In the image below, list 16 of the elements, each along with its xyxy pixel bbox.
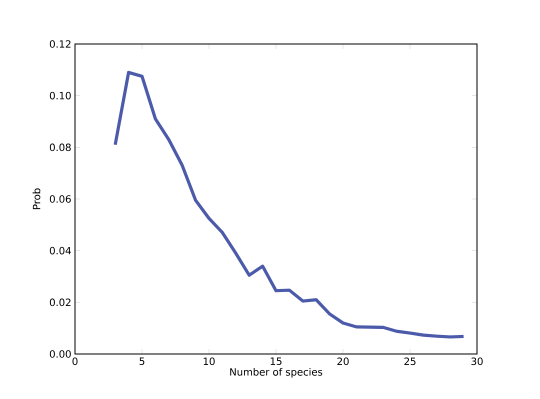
- y-tick-label: 0.10: [50, 92, 71, 100]
- x-axis-title: Number of species: [230, 368, 322, 378]
- y-axis-title: Prob: [32, 188, 40, 210]
- x-tick-label: 10: [204, 358, 215, 366]
- x-tick-label: 30: [471, 358, 483, 366]
- y-tick-label: 0.12: [50, 40, 70, 48]
- x-tick-label: 15: [270, 358, 282, 365]
- y-tick-label: 0.00: [50, 350, 71, 358]
- y-tick-label: 0.02: [50, 298, 70, 306]
- x-tick-label: 20: [337, 358, 349, 366]
- x-tick-label: 25: [404, 358, 416, 366]
- y-tick-label: 0.04: [50, 246, 71, 254]
- x-tick-label: 5: [140, 358, 144, 365]
- x-tick-label: 0: [72, 358, 78, 366]
- y-tick-label: 0.08: [50, 144, 71, 152]
- y-tick-label: 0.06: [50, 195, 71, 203]
